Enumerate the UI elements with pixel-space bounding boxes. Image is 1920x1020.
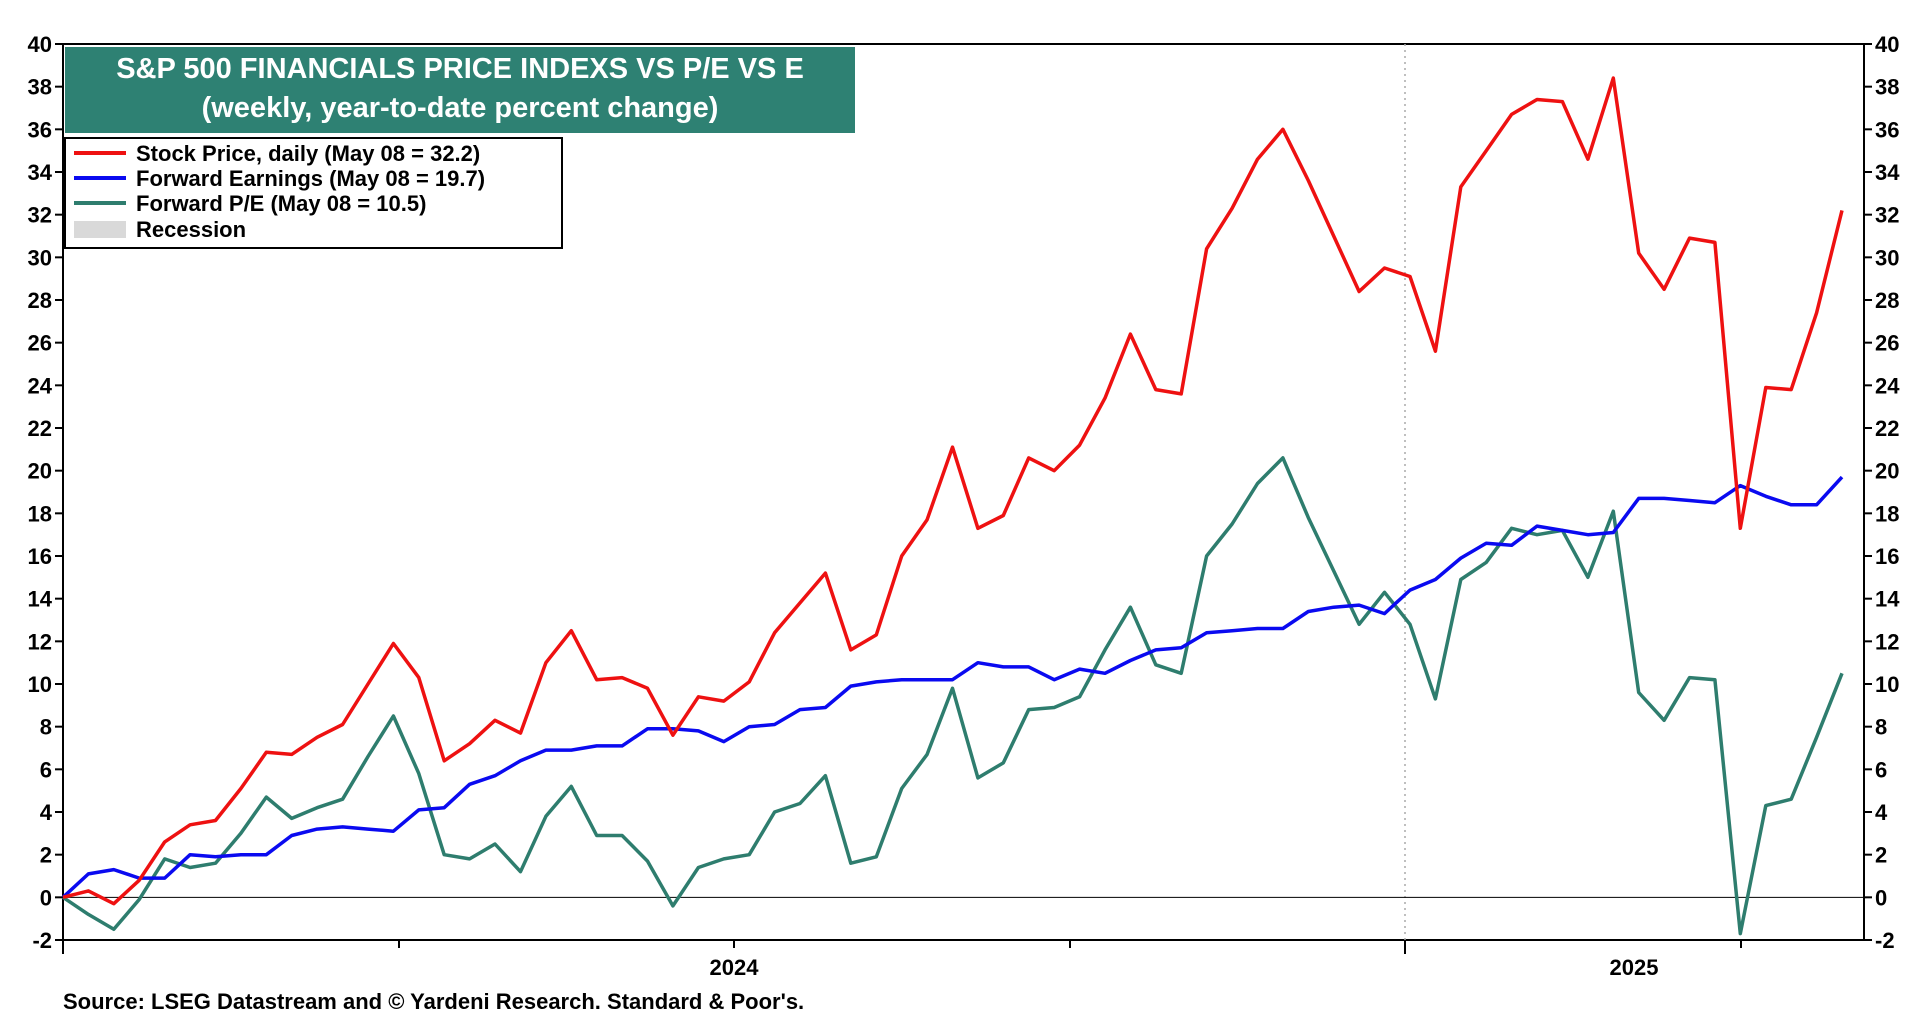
legend-label-forward-pe: Forward P/E (May 08 = 10.5): [136, 191, 426, 216]
y-tick-label-right: 0: [1875, 885, 1887, 910]
y-tick-label-left: 6: [40, 757, 52, 782]
y-tick-label-left: 26: [28, 331, 52, 356]
y-tick-label-left: 34: [28, 160, 53, 185]
legend: Stock Price, daily (May 08 = 32.2) Forwa…: [64, 137, 563, 249]
y-tick-label-right: 10: [1875, 672, 1899, 697]
y-tick-label-left: 36: [28, 117, 52, 142]
stock-price-line: [62, 76, 1844, 906]
y-tick-label-right: 14: [1875, 587, 1900, 612]
y-tick-label-right: 2: [1875, 843, 1887, 868]
x-tick-label: 2024: [710, 955, 760, 980]
y-tick-label-right: 30: [1875, 245, 1899, 270]
y-tick-label-right: 36: [1875, 117, 1899, 142]
y-tick-label-right: 8: [1875, 715, 1887, 740]
y-tick-label-left: 16: [28, 544, 52, 569]
y-tick-label-left: 30: [28, 245, 52, 270]
y-tick-label-right: 12: [1875, 629, 1899, 654]
y-tick-label-right: 20: [1875, 459, 1899, 484]
y-tick-label-left: 22: [28, 416, 52, 441]
y-tick-label-left: 0: [40, 885, 52, 910]
y-tick-label-left: 12: [28, 629, 52, 654]
legend-box: [64, 137, 563, 249]
y-tick-label-left: -2: [32, 928, 52, 953]
y-tick-label-left: 32: [28, 203, 52, 228]
y-tick-label-right: -2: [1875, 928, 1895, 953]
y-tick-label-left: 10: [28, 672, 52, 697]
x-tick-label: 2025: [1610, 955, 1659, 980]
chart-subtitle: (weekly, year-to-date percent change): [202, 92, 719, 124]
y-tick-label-left: 8: [40, 715, 52, 740]
x-axis: 2024 2025: [62, 940, 1742, 980]
legend-label-forward-earnings: Forward Earnings (May 08 = 19.7): [136, 166, 485, 191]
y-tick-label-right: 40: [1875, 32, 1899, 57]
title-box: [65, 47, 855, 133]
y-tick-label-right: 18: [1875, 501, 1899, 526]
y-tick-label-left: 40: [28, 32, 52, 57]
series-lines: [61, 76, 1844, 936]
y-tick-label-left: 2: [40, 843, 52, 868]
forward-pe-line: [62, 456, 1844, 936]
chart-title: S&P 500 FINANCIALS PRICE INDEXS VS P/E V…: [116, 53, 804, 85]
y-tick-label-right: 26: [1875, 331, 1899, 356]
y-tick-label-right: 32: [1875, 203, 1899, 228]
y-tick-label-right: 38: [1875, 75, 1899, 100]
y-tick-label-left: 14: [28, 587, 53, 612]
legend-swatch-recession: [74, 221, 126, 238]
y-tick-label-right: 4: [1875, 800, 1888, 825]
y-tick-label-right: 34: [1875, 160, 1900, 185]
y-tick-label-right: 6: [1875, 757, 1887, 782]
y-tick-label-left: 24: [28, 373, 53, 398]
y-tick-label-right: 28: [1875, 288, 1899, 313]
y-tick-label-right: 16: [1875, 544, 1899, 569]
forward-earnings-line: [61, 475, 1844, 899]
legend-label-stock-price: Stock Price, daily (May 08 = 32.2): [136, 141, 480, 166]
y-tick-label-left: 20: [28, 459, 52, 484]
y-tick-label-left: 28: [28, 288, 52, 313]
y-tick-label-left: 18: [28, 501, 52, 526]
y-tick-label-left: 4: [40, 800, 53, 825]
y-tick-label-right: 22: [1875, 416, 1899, 441]
source-note: Source: LSEG Datastream and © Yardeni Re…: [63, 989, 804, 1014]
legend-label-recession: Recession: [136, 217, 246, 242]
y-tick-label-right: 24: [1875, 373, 1900, 398]
y-tick-label-left: 38: [28, 75, 52, 100]
